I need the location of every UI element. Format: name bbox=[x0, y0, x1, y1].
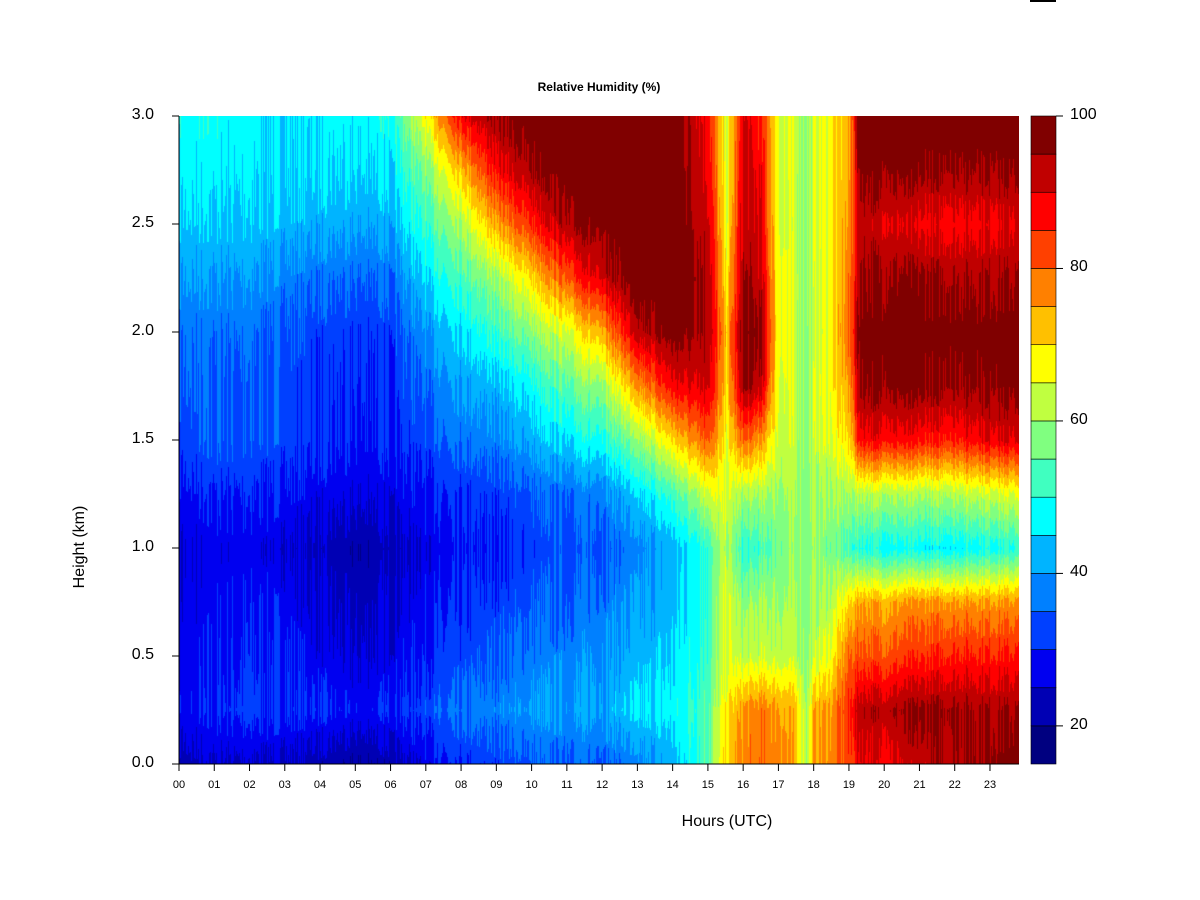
x-tick-label: 16 bbox=[737, 779, 750, 791]
x-tick-label: 06 bbox=[384, 779, 397, 791]
x-tick-label: 20 bbox=[878, 779, 891, 791]
top-edge-mark bbox=[1030, 0, 1056, 2]
colorbar-band bbox=[1030, 382, 1057, 422]
heatmap-canvas bbox=[179, 116, 1019, 764]
x-tick-label: 04 bbox=[313, 779, 327, 791]
colorbar-tick-label: 40 bbox=[1070, 563, 1088, 581]
x-tick-label: 02 bbox=[243, 779, 256, 791]
x-tick-label: 22 bbox=[948, 779, 961, 791]
x-tick-label: 14 bbox=[666, 779, 679, 791]
y-tick-label: 2.5 bbox=[131, 214, 154, 231]
colorbar-band bbox=[1030, 420, 1057, 460]
y-tick-label: 0.5 bbox=[131, 646, 154, 663]
y-tick-label: 1.5 bbox=[131, 430, 154, 447]
x-tick-label: 18 bbox=[807, 779, 820, 791]
y-tick-label: 2.0 bbox=[131, 322, 154, 339]
x-tick-label: 07 bbox=[419, 779, 432, 791]
colorbar-tick-label: 100 bbox=[1070, 106, 1097, 123]
x-tick-label: 01 bbox=[208, 779, 221, 791]
x-tick-label: 17 bbox=[772, 779, 785, 791]
colorbar-tick-label: 20 bbox=[1070, 715, 1088, 733]
colorbar-band bbox=[1030, 153, 1057, 193]
x-tick-label: 19 bbox=[842, 779, 856, 791]
colorbar-band bbox=[1030, 230, 1057, 269]
y-tick-label: 1.0 bbox=[131, 538, 154, 555]
x-tick-label: 09 bbox=[490, 779, 503, 791]
x-tick-label: 03 bbox=[278, 779, 291, 791]
colorbar-band bbox=[1030, 725, 1057, 765]
colorbar-band bbox=[1030, 191, 1057, 231]
colorbar-band bbox=[1030, 687, 1057, 727]
x-tick-label: 15 bbox=[701, 779, 715, 791]
colorbar-band bbox=[1030, 115, 1057, 155]
x-tick-label: 13 bbox=[631, 779, 644, 791]
x-tick-label: 12 bbox=[595, 779, 609, 791]
colorbar-band bbox=[1030, 306, 1057, 346]
colorbar-tick-label: 80 bbox=[1070, 258, 1088, 276]
colorbar-tick-label: 60 bbox=[1070, 410, 1088, 428]
y-tick-label: 3.0 bbox=[131, 106, 154, 123]
x-tick-label: 23 bbox=[983, 779, 997, 791]
x-tick-label: 08 bbox=[454, 779, 468, 791]
colorbar-band bbox=[1030, 458, 1057, 498]
colorbar-band bbox=[1030, 268, 1057, 307]
x-tick-label: 05 bbox=[349, 779, 362, 791]
colorbar-band bbox=[1030, 344, 1057, 384]
x-tick-label: 11 bbox=[561, 779, 573, 791]
colorbar-band bbox=[1030, 573, 1057, 612]
colorbar-band bbox=[1030, 649, 1057, 689]
y-tick-label: 0.0 bbox=[131, 754, 154, 771]
x-axis-label: Hours (UTC) bbox=[681, 813, 773, 830]
chart-title: Relative Humidity (%) bbox=[537, 80, 661, 94]
colorbar-band bbox=[1030, 611, 1057, 650]
colorbar-band bbox=[1030, 534, 1057, 574]
x-tick-label: 10 bbox=[525, 779, 538, 791]
colorbar-band bbox=[1030, 496, 1057, 536]
plot-area bbox=[179, 116, 1019, 764]
x-tick-label: 21 bbox=[913, 779, 926, 791]
x-tick-label: 00 bbox=[172, 779, 186, 791]
